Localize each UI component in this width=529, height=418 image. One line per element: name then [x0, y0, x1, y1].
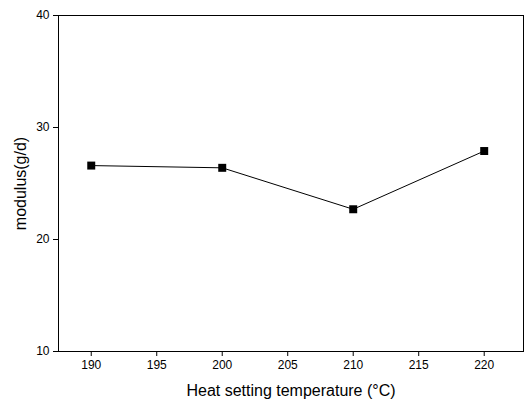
svg-text:20: 20 — [36, 232, 50, 246]
svg-text:10: 10 — [36, 344, 50, 358]
svg-text:40: 40 — [36, 8, 50, 22]
svg-text:205: 205 — [278, 358, 298, 372]
svg-text:215: 215 — [409, 358, 429, 372]
svg-text:modulus(g/d): modulus(g/d) — [12, 137, 29, 230]
svg-text:200: 200 — [212, 358, 232, 372]
svg-text:220: 220 — [474, 358, 494, 372]
svg-text:30: 30 — [36, 120, 50, 134]
svg-text:190: 190 — [81, 358, 101, 372]
svg-text:Heat setting temperature (°C): Heat setting temperature (°C) — [186, 382, 395, 399]
svg-text:195: 195 — [147, 358, 167, 372]
svg-text:210: 210 — [343, 358, 363, 372]
